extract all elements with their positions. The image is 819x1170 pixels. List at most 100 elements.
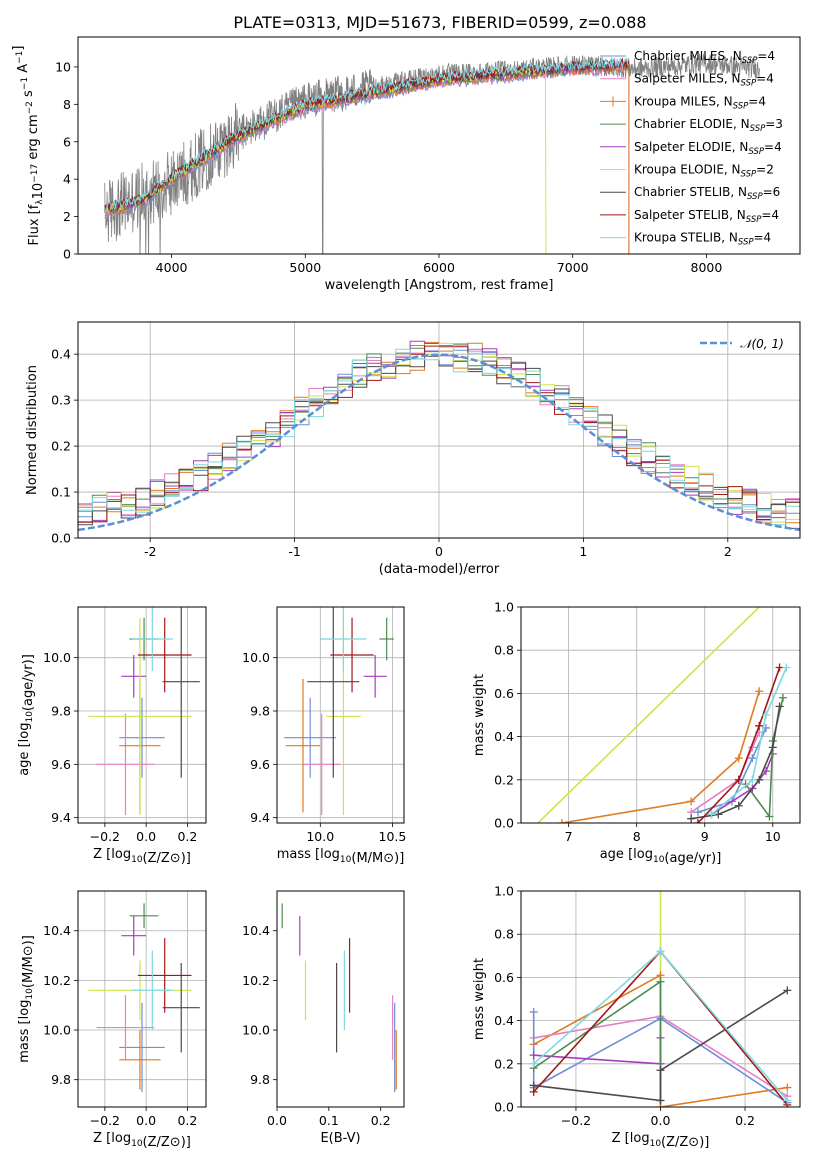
series-kroupa-elodie xyxy=(537,607,760,823)
x-axis-label-mass_vs_Z: Z [log10(Z/Z⊙)] xyxy=(93,1131,191,1150)
legend-label-kroupa-miles: Kroupa MILES, NSSP=4 xyxy=(634,94,766,111)
series-salpeter-stelib xyxy=(693,663,784,823)
series-line xyxy=(690,706,781,820)
model-spectrum-kroupa-stelib xyxy=(104,56,630,212)
series-chabrier-stelib xyxy=(687,702,784,823)
errorbar-salpeter-stelib xyxy=(137,938,192,1013)
legend-label-kroupa-stelib: Kroupa STELIB, NSSP=4 xyxy=(634,231,771,248)
x-tick-label: 10.0 xyxy=(306,829,334,844)
series-line xyxy=(533,989,788,1102)
model-spectrum-chabrier-miles xyxy=(104,63,630,220)
x-axis-label-massweight_vs_age: age [log10(age/yr)] xyxy=(600,847,722,866)
errorbar-kroupa-stelib xyxy=(131,950,173,1031)
x-tick-label: 5000 xyxy=(289,260,321,275)
x-tick-label: 0.2 xyxy=(371,1113,391,1128)
y-tick-label: 9.8 xyxy=(250,704,270,719)
mass_vs_ebv-frame xyxy=(276,890,405,1108)
residuals-plot xyxy=(78,340,800,532)
y-tick-label: 0 xyxy=(63,247,71,262)
y-tick-label: 9.4 xyxy=(51,810,71,825)
x-tick-label: 8000 xyxy=(691,260,723,275)
errorbar-kroupa-stelib xyxy=(131,607,173,671)
y-tick-label: 0.0 xyxy=(494,1100,514,1115)
mass_vs_ebv-axes: 0.0 0.1 0.2 9.8 10.0 10.2 10.4 xyxy=(242,923,390,1128)
x-tick-label: 8 xyxy=(633,829,641,844)
massweight_vs_Z-plot xyxy=(529,891,792,1107)
series-marker xyxy=(734,801,743,810)
y-tick-label: 0.0 xyxy=(494,816,514,831)
age_vs_mass-frame xyxy=(276,606,405,824)
legend-label-normal: 𝒩(0, 1) xyxy=(740,337,784,351)
x-axis-label-spectrum: wavelength [Angstrom, rest frame] xyxy=(325,278,554,293)
y-tick-label: 10.0 xyxy=(242,1023,270,1038)
massweight_vs_Z-frame xyxy=(520,890,801,1108)
x-axis-label-residuals: (data-model)/error xyxy=(379,562,500,577)
errorbar-chabrier-stelib xyxy=(162,607,200,778)
series-line xyxy=(710,667,788,816)
x-tick-label: 0 xyxy=(435,544,443,559)
series-marker xyxy=(557,819,566,823)
errorbar-salpeter-elodie xyxy=(121,915,147,956)
series-marker xyxy=(693,819,702,823)
series-marker xyxy=(783,1083,792,1092)
legend-label-salpeter-stelib: Salpeter STELIB, NSSP=4 xyxy=(634,208,779,225)
errorbar-kroupa-stelib xyxy=(320,607,367,671)
mass_vs_ebv-plot xyxy=(281,903,397,1093)
y-tick-label: 9.8 xyxy=(51,704,71,719)
x-axis-label-age_vs_mass: mass [log10(M/M⊙)] xyxy=(277,847,405,866)
age_vs_Z-frame xyxy=(77,606,207,824)
x-tick-label: 0.0 xyxy=(651,1113,671,1128)
x-tick-label: 7000 xyxy=(557,260,589,275)
errorbar-salpeter-elodie xyxy=(363,655,387,698)
y-tick-label: 10.2 xyxy=(242,973,270,988)
figure-title: PLATE=0313, MJD=51673, FIBERID=0599, z=0… xyxy=(233,13,646,32)
series-marker xyxy=(755,721,764,730)
series-chabrier-stelib xyxy=(529,986,792,1105)
y-axis-label-mass_vs_Z: mass [log10(M/M⊙)] xyxy=(17,935,36,1063)
series-marker xyxy=(783,986,792,995)
y-axis-label-spectrum: Flux [fλ10−17 erg cm−2 s−1 A−1] xyxy=(11,46,46,246)
series-line xyxy=(532,1012,788,1104)
series-marker xyxy=(748,775,757,784)
y-tick-label: 8 xyxy=(63,97,71,112)
errorbar-chabrier-elodie xyxy=(379,617,394,661)
y-axis-label-massweight_vs_Z: mass weight xyxy=(472,958,487,1040)
x-tick-label: 0.2 xyxy=(177,829,197,844)
histogram-kroupa-stelib xyxy=(78,346,800,526)
mass_vs_Z-frame xyxy=(77,890,207,1108)
series-marker xyxy=(765,812,774,821)
series-kroupa-miles xyxy=(557,687,764,823)
y-tick-label: 0.1 xyxy=(51,485,71,500)
series-marker xyxy=(707,810,716,819)
series-line xyxy=(697,667,781,823)
residuals-frame xyxy=(77,321,801,539)
series-marker xyxy=(693,808,702,817)
y-tick-label: 2 xyxy=(63,209,71,224)
y-tick-label: 1.0 xyxy=(494,600,514,615)
mass_vs_Z-axes: −0.2 0.0 0.2 9.8 10.0 10.2 10.4 xyxy=(43,891,206,1128)
y-tick-label: 9.8 xyxy=(250,1072,270,1087)
series-marker xyxy=(775,702,784,711)
y-axis-label-residuals: Normed distribution xyxy=(25,365,40,495)
spectrum-plot xyxy=(104,53,761,254)
series-marker xyxy=(529,1007,538,1016)
x-tick-label: 10.5 xyxy=(379,829,407,844)
normal-curve xyxy=(78,353,800,532)
legend-label-chabrier-elodie: Chabrier ELODIE, NSSP=3 xyxy=(634,117,783,134)
x-tick-label: 2 xyxy=(724,544,732,559)
y-tick-label: 0.6 xyxy=(494,970,514,985)
y-axis-label-massweight_vs_age: mass weight xyxy=(472,674,487,756)
x-axis-label-massweight_vs_Z: Z [log10(Z/Z⊙)] xyxy=(612,1131,710,1150)
x-tick-label: 7 xyxy=(565,829,573,844)
series-line xyxy=(537,607,760,823)
x-axis-label-age_vs_Z: Z [log10(Z/Z⊙)] xyxy=(93,847,191,866)
x-tick-label: 0.0 xyxy=(136,1113,156,1128)
x-tick-label: 10 xyxy=(765,829,781,844)
series-marker xyxy=(768,743,777,752)
x-tick-label: 0.0 xyxy=(136,829,156,844)
y-axis-label-age_vs_Z: age [log10(age/yr)] xyxy=(17,654,36,776)
y-tick-label: 10.2 xyxy=(43,973,71,988)
y-tick-label: 10.0 xyxy=(43,650,71,665)
series-marker xyxy=(714,810,723,819)
series-marker xyxy=(755,775,764,784)
